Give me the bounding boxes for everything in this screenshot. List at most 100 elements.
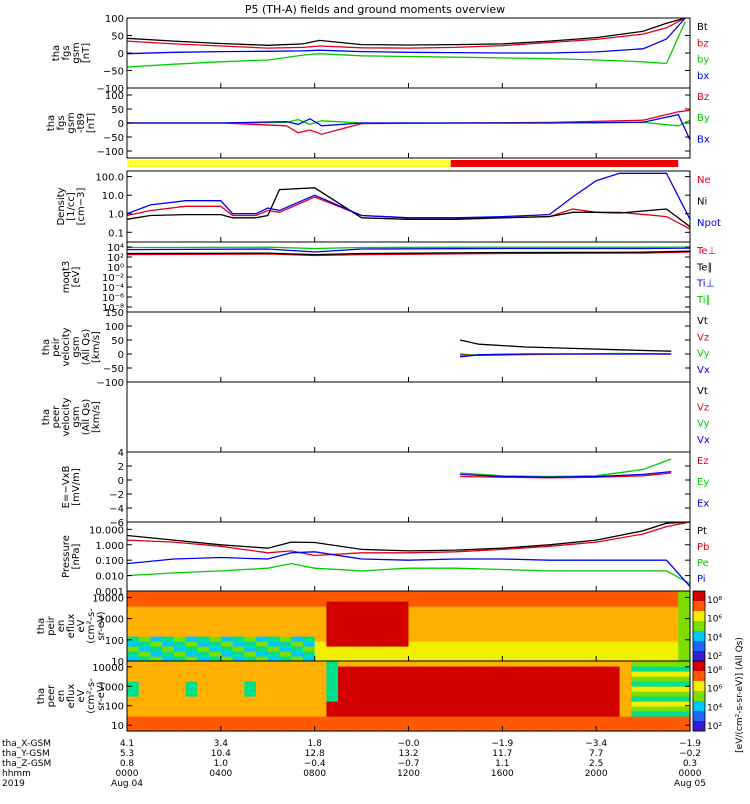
spectrogram-cell	[209, 696, 222, 702]
spectrogram-cell	[232, 611, 245, 617]
spectrogram-cell	[537, 701, 550, 707]
spectrogram-cell	[678, 661, 691, 667]
spectrogram-cell	[209, 631, 222, 637]
spectrogram-cell	[127, 681, 140, 687]
spectrogram-cell	[537, 641, 550, 647]
spectrogram-cell	[443, 721, 457, 727]
spectrogram-cell	[220, 726, 234, 732]
spectrogram-cell	[490, 606, 503, 612]
spectrogram-cell	[314, 696, 327, 702]
spectrogram-cell	[349, 651, 363, 657]
spectrogram-cell	[490, 706, 503, 712]
spectrogram-cell	[220, 596, 234, 602]
spectrogram-cell	[162, 641, 175, 647]
spectrogram-cell	[185, 611, 198, 617]
spectrogram-cell	[162, 591, 175, 597]
spectrogram-cell	[127, 591, 140, 597]
spectrogram-cell	[572, 656, 586, 662]
y-tick-label: 1000	[99, 682, 124, 693]
spectrogram-cell	[162, 676, 175, 682]
spectrogram-cell	[572, 721, 586, 727]
series-line-Ez	[460, 472, 672, 479]
spectrogram-cell	[584, 676, 597, 682]
spectrogram-cell	[643, 706, 656, 712]
spectrogram-cell	[256, 686, 269, 692]
spectrogram-cell	[431, 611, 445, 617]
spectrogram-cell	[549, 601, 562, 607]
spectrogram-cell	[291, 611, 304, 617]
y-tick-label: −50	[103, 133, 124, 144]
spectrogram-cell	[525, 701, 539, 707]
spectrogram-cell	[267, 656, 281, 662]
spectrogram-cell	[619, 646, 632, 652]
spectrogram-cell	[631, 721, 644, 727]
spectrogram-cell	[490, 596, 503, 602]
spectrogram-cell	[197, 636, 210, 642]
spectrogram-cell	[314, 691, 327, 697]
spectrogram-cell	[173, 706, 187, 712]
spectrogram-cell	[326, 621, 339, 627]
spectrogram-cell	[666, 601, 679, 607]
spectrogram-cell	[220, 716, 234, 722]
spectrogram-cell	[127, 601, 140, 607]
spectrogram-cell	[314, 686, 327, 692]
spectrogram-cell	[197, 681, 210, 687]
spectrogram-cell	[326, 596, 339, 602]
spectrogram-cell	[396, 726, 410, 732]
spectrogram-cell	[537, 606, 550, 612]
spectrogram-cell	[302, 621, 316, 627]
spectrogram-cell	[490, 631, 503, 637]
spectrogram-cell	[197, 656, 210, 662]
spectrogram-cell	[619, 671, 632, 677]
spectrogram-cell	[537, 696, 550, 702]
spectrogram-cell	[537, 691, 550, 697]
spectrogram-cell	[385, 641, 398, 647]
spectrogram-cell	[584, 656, 597, 662]
spectrogram-cell	[467, 621, 480, 627]
spectrogram-cell	[127, 626, 140, 632]
spectrogram-cell	[302, 721, 316, 727]
colorbar-segment	[693, 631, 705, 642]
spectrogram-cell	[349, 676, 363, 682]
spectrogram-cell	[209, 716, 222, 722]
spectrogram-cell	[326, 631, 339, 637]
spectrogram-cell	[678, 631, 691, 637]
spectrogram-cell	[607, 721, 621, 727]
spectrogram-cell	[396, 626, 410, 632]
spectrogram-cell	[396, 701, 410, 707]
spectrogram-cell	[443, 651, 457, 657]
spectrogram-cell	[572, 686, 586, 692]
spectrogram-cell	[596, 656, 609, 662]
series-line-bx	[126, 17, 686, 55]
spectrogram-cell	[326, 601, 339, 607]
spectrogram-cell	[537, 651, 550, 657]
spectrogram-cell	[560, 621, 574, 627]
spectrogram-cell	[361, 706, 374, 712]
spectrogram-cell	[478, 666, 492, 672]
spectrogram-cell	[267, 726, 281, 732]
spectrogram-cell	[654, 616, 668, 622]
spectrogram-cell	[244, 726, 257, 732]
spectrogram-cell	[291, 686, 304, 692]
spectrogram-cell	[443, 591, 457, 597]
spectrogram-cell	[666, 626, 679, 632]
spectrogram-cell	[349, 711, 363, 717]
spectrogram-cell	[596, 596, 609, 602]
spectrogram-cell	[443, 716, 457, 722]
spectrogram-cell	[443, 621, 457, 627]
spectrogram-cell	[256, 626, 269, 632]
spectrogram-cell	[596, 701, 609, 707]
spectrogram-cell	[514, 591, 527, 597]
spectrogram-cell	[572, 591, 586, 597]
spectrogram-cell	[420, 726, 433, 732]
colorbar-tick-label: 10⁶	[707, 685, 722, 695]
spectrogram-cell	[596, 616, 609, 622]
spectrogram-cell	[232, 681, 245, 687]
spectrogram-cell	[467, 641, 480, 647]
spectrogram-cell	[244, 666, 257, 672]
spectrogram-cell	[209, 726, 222, 732]
spectrogram-cell	[349, 591, 363, 597]
panel-label: tha	[46, 115, 57, 131]
spectrogram-cell	[127, 621, 140, 627]
spectrogram-cell	[666, 696, 679, 702]
